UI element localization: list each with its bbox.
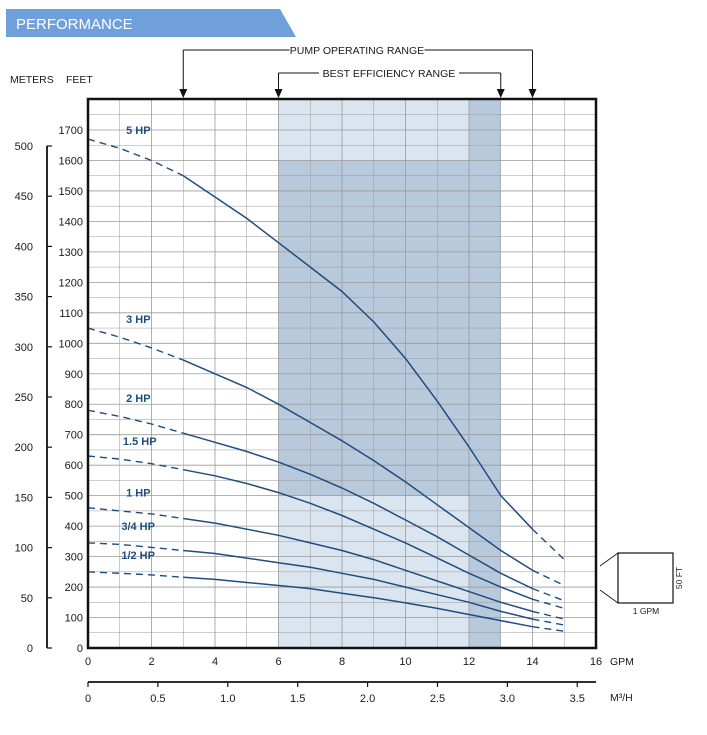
y-tick-meters: 450 [15, 191, 33, 203]
y-tick-feet: 1100 [59, 308, 83, 320]
x-tick-m3h: 2.5 [430, 693, 445, 705]
y-tick-feet: 100 [65, 613, 83, 625]
x-tick-m3h: 3.5 [570, 693, 585, 705]
y-tick-meters: 300 [15, 342, 33, 354]
y-tick-feet: 1300 [59, 247, 83, 259]
plot-frame [86, 97, 598, 650]
curve-34-hp [183, 549, 533, 620]
curve-34-hp-dashed-high [532, 618, 565, 626]
pump-operating-bracket-arrow [528, 89, 537, 98]
scale-leader-top [599, 552, 619, 567]
y-tick-meters: 350 [15, 292, 33, 304]
x-tick-gpm: 2 [148, 656, 154, 668]
curve-2-hp-dashed-high [532, 587, 565, 602]
series-label-12-hp: 1/2 HP [121, 550, 155, 562]
y-tick-meters: 400 [15, 241, 33, 253]
curve-3-hp [183, 359, 533, 571]
y-tick-meters: 250 [15, 392, 33, 404]
y-tick-feet: 800 [65, 399, 83, 411]
y-tick-feet: 900 [65, 369, 83, 381]
y-tick-meters: 200 [15, 442, 33, 454]
series-label-3-hp: 3 HP [126, 314, 150, 326]
curve-2-hp-dashed-low [87, 409, 184, 434]
curve-12-hp-dashed-high [532, 626, 565, 632]
y-tick-feet: 1700 [59, 125, 83, 137]
y-tick-feet: 600 [65, 460, 83, 472]
pump-operating-range-label: PUMP OPERATING RANGE [290, 45, 424, 57]
x-tick-gpm: 4 [212, 656, 218, 668]
x-tick-gpm: 6 [275, 656, 281, 668]
curve-15-hp-dashed-low [87, 455, 184, 471]
best-efficiency-bracket-arrow [274, 89, 283, 98]
y-axis-feet-label: FEET [66, 74, 93, 86]
y-tick-feet: 1200 [59, 277, 83, 289]
y-tick-meters: 0 [27, 643, 33, 655]
y-tick-feet: 0 [77, 643, 83, 655]
curve-3-hp-dashed-high [532, 569, 565, 587]
curve-5-hp-dashed-low [87, 138, 184, 177]
x-tick-gpm: 14 [526, 656, 538, 668]
scale-width-label: 1 GPM [633, 606, 659, 616]
y-tick-feet: 500 [65, 491, 83, 503]
curve-5-hp-dashed-high [532, 528, 565, 561]
y-tick-feet: 1400 [59, 216, 83, 228]
scale-height-label: 50 FT [674, 567, 684, 589]
x-tick-gpm: 16 [590, 656, 602, 668]
y-tick-feet: 400 [65, 521, 83, 533]
x-tick-gpm: 10 [399, 656, 411, 668]
series-label-1-hp: 1 HP [126, 488, 150, 500]
curve-2-hp [183, 432, 533, 590]
y-tick-meters: 50 [21, 593, 33, 605]
curve-12-hp [183, 576, 533, 628]
curve-5-hp [182, 175, 534, 530]
y-axis-meters-label: METERS [10, 74, 54, 86]
x-tick-gpm: 12 [463, 656, 475, 668]
curve-1-hp [183, 517, 533, 613]
y-tick-feet: 1600 [59, 155, 83, 167]
x-tick-m3h: 0 [85, 693, 91, 705]
series-label-34-hp: 3/4 HP [121, 521, 155, 533]
curve-3-hp-dashed-low [87, 327, 184, 361]
x-tick-m3h: 2.0 [360, 693, 375, 705]
series-label-5-hp: 5 HP [126, 125, 150, 137]
curve-12-hp-dashed-low [87, 571, 184, 578]
series-label-15-hp: 1.5 HP [123, 436, 157, 448]
banner-title: PERFORMANCE [16, 16, 133, 33]
performance-banner [6, 9, 296, 37]
y-tick-feet: 300 [65, 552, 83, 564]
y-tick-feet: 1500 [59, 186, 83, 198]
y-tick-feet: 700 [65, 430, 83, 442]
y-tick-meters: 500 [15, 141, 33, 153]
series-label-2-hp: 2 HP [126, 393, 150, 405]
x-tick-m3h: 1.5 [290, 693, 305, 705]
x-tick-gpm: 0 [85, 656, 91, 668]
y-tick-feet: 1000 [59, 338, 83, 350]
best-efficiency-bracket-arrow [496, 89, 505, 98]
curve-15-hp [183, 468, 533, 600]
curve-15-hp-dashed-high [532, 598, 565, 610]
curve-34-hp-dashed-low [87, 542, 184, 552]
best-efficiency-range-label: BEST EFFICIENCY RANGE [323, 68, 456, 80]
scale-leader-bottom [599, 589, 619, 604]
curve-1-hp-dashed-high [532, 610, 565, 620]
x-tick-m3h: 3.0 [500, 693, 515, 705]
x-axis-gpm-label: GPM [610, 656, 634, 668]
x-tick-m3h: 0.5 [150, 693, 165, 705]
curve-1-hp-dashed-low [87, 507, 184, 520]
x-tick-gpm: 8 [339, 656, 345, 668]
y-tick-meters: 100 [15, 543, 33, 555]
x-axis-m3h-label: M³/H [610, 692, 633, 704]
y-tick-feet: 200 [65, 582, 83, 594]
x-tick-m3h: 1.0 [220, 693, 235, 705]
scale-reference-box [617, 552, 674, 604]
y-tick-meters: 150 [15, 492, 33, 504]
pump-operating-bracket-arrow [179, 89, 188, 98]
